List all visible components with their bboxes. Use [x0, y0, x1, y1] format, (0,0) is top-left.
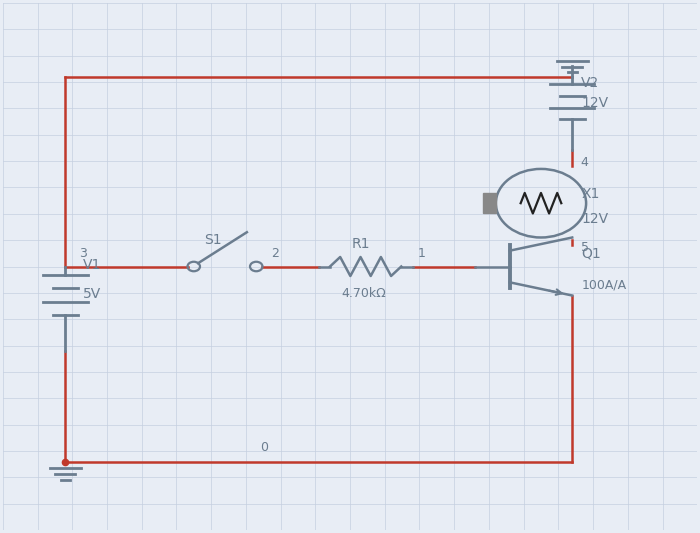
Text: S1: S1 — [204, 233, 222, 247]
Text: 1: 1 — [418, 247, 426, 260]
Text: V2: V2 — [581, 76, 599, 90]
Text: 12V: 12V — [581, 96, 608, 110]
Text: 4: 4 — [580, 156, 589, 169]
Text: 12V: 12V — [581, 212, 608, 226]
Text: 4.70kΩ: 4.70kΩ — [342, 287, 386, 300]
Text: R1: R1 — [351, 237, 370, 251]
Text: 0: 0 — [260, 441, 267, 454]
Bar — [483, 193, 496, 214]
Text: V1: V1 — [83, 258, 101, 272]
Text: Q1: Q1 — [581, 246, 601, 260]
Text: X1: X1 — [581, 187, 600, 201]
Text: 3: 3 — [79, 247, 87, 260]
Text: 2: 2 — [272, 247, 279, 260]
Text: 5V: 5V — [83, 287, 101, 301]
Text: 100A/A: 100A/A — [581, 279, 626, 292]
Text: 5: 5 — [580, 241, 589, 254]
